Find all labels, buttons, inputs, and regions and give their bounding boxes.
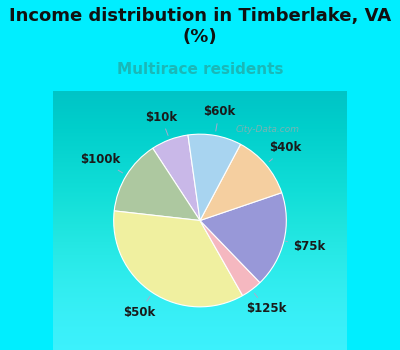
- Text: City-Data.com: City-Data.com: [235, 125, 299, 134]
- Wedge shape: [188, 134, 240, 220]
- Text: Multirace residents: Multirace residents: [117, 63, 283, 77]
- Text: $40k: $40k: [269, 141, 302, 162]
- Wedge shape: [114, 211, 243, 307]
- Text: $75k: $75k: [286, 240, 325, 253]
- Wedge shape: [114, 148, 200, 220]
- Wedge shape: [200, 144, 282, 220]
- Wedge shape: [200, 220, 260, 295]
- Text: Income distribution in Timberlake, VA
(%): Income distribution in Timberlake, VA (%…: [9, 7, 391, 46]
- Text: $100k: $100k: [81, 153, 123, 173]
- Wedge shape: [153, 135, 200, 220]
- Text: $60k: $60k: [203, 105, 235, 131]
- Text: $10k: $10k: [145, 111, 177, 135]
- Wedge shape: [200, 193, 286, 282]
- Text: $125k: $125k: [246, 293, 286, 315]
- Text: $50k: $50k: [123, 296, 155, 319]
